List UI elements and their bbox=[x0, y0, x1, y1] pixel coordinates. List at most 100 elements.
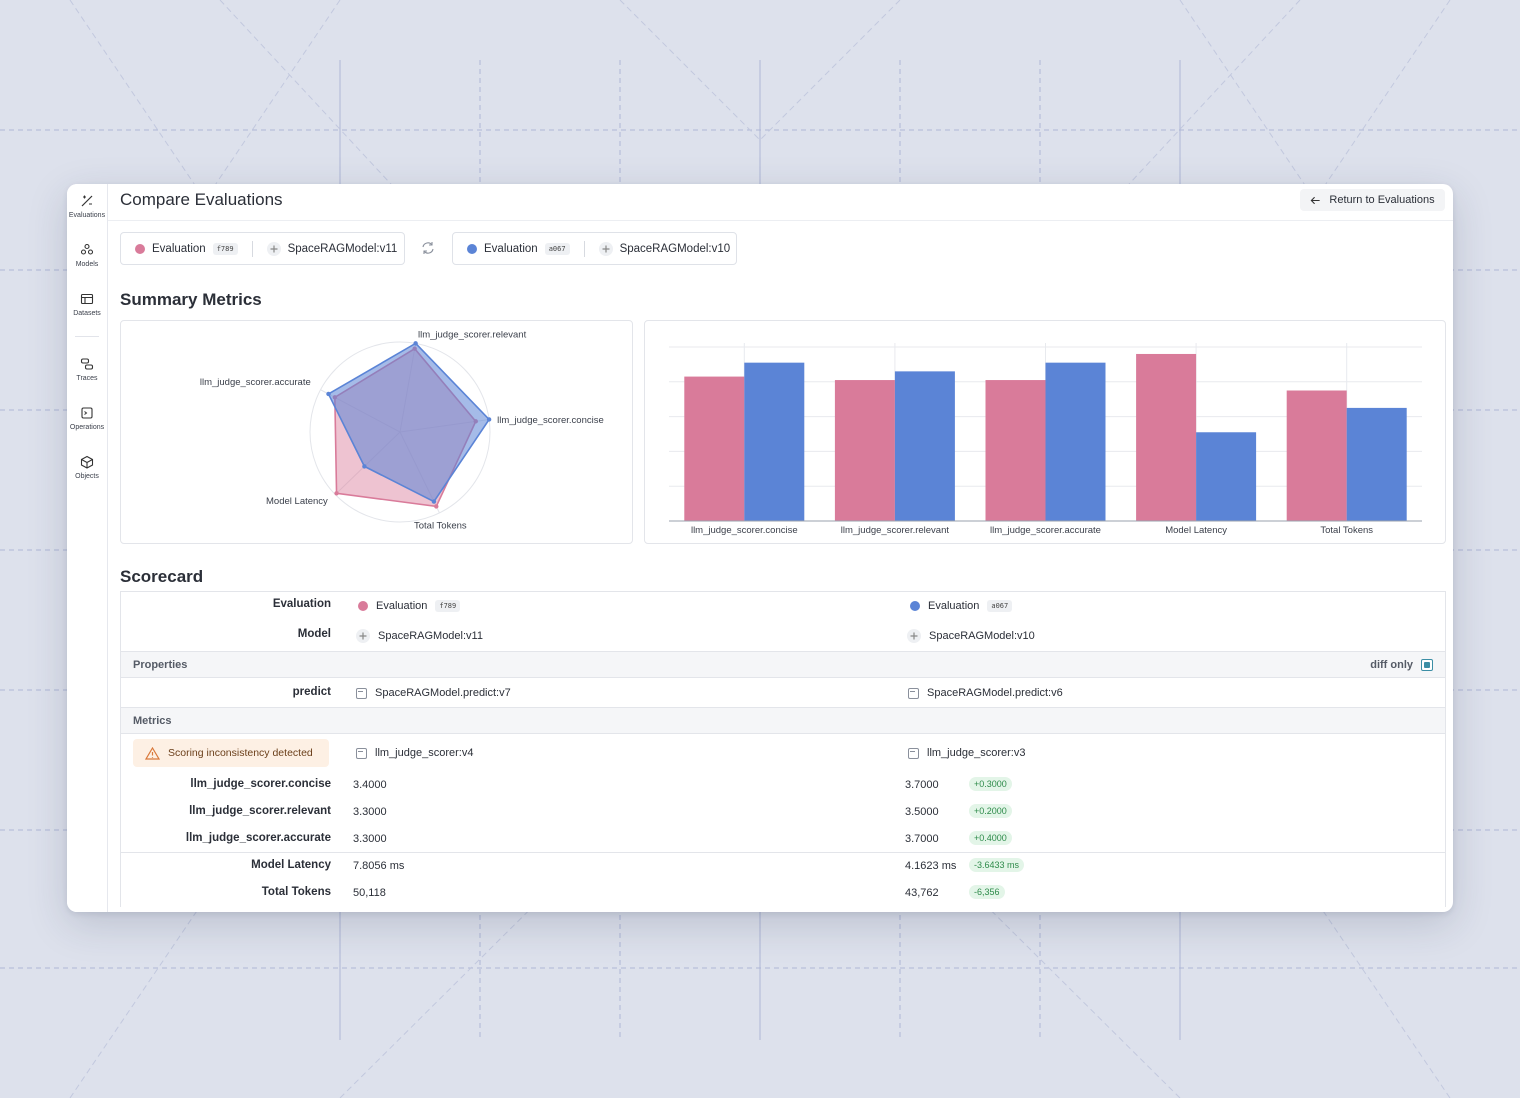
bar-category-label: llm_judge_scorer.concise bbox=[691, 525, 798, 536]
metric-value-b: 43,762 bbox=[905, 887, 939, 899]
scorecard-title: Scorecard bbox=[120, 567, 204, 586]
operations-icon bbox=[81, 407, 93, 419]
scoring-warning-badge[interactable]: Scoring inconsistency detected bbox=[133, 739, 329, 767]
bg-diagonal-line bbox=[219, 0, 481, 281]
eval-label: Evaluation bbox=[152, 242, 206, 255]
properties-label: Properties bbox=[133, 659, 188, 671]
bar bbox=[1346, 407, 1407, 521]
evaluation-row-label: Evaluation bbox=[272, 598, 331, 610]
evaluation-a-cell[interactable]: Evaluation f789 bbox=[358, 600, 461, 612]
model-row-label: Model bbox=[297, 628, 331, 640]
traces-icon bbox=[80, 358, 94, 370]
metrics-section-header: Metrics bbox=[121, 707, 1445, 734]
row-divider bbox=[121, 852, 1445, 853]
operation-icon bbox=[908, 687, 919, 699]
warning-text: Scoring inconsistency detected bbox=[168, 747, 313, 759]
radar-axis-label: Total Tokens bbox=[414, 521, 467, 532]
sidebar-item-traces[interactable]: Traces bbox=[67, 357, 107, 382]
diff-only-checkbox[interactable] bbox=[1421, 659, 1433, 671]
radar-axis-label: llm_judge_scorer.accurate bbox=[200, 377, 311, 388]
predict-a-cell[interactable]: SpaceRAGModel.predict:v7 bbox=[356, 687, 511, 699]
bar-chart: llm_judge_scorer.concise llm_judge_scorer… bbox=[669, 343, 1422, 536]
model-icon bbox=[266, 241, 281, 256]
metric-row-label: llm_judge_scorer.relevant bbox=[189, 805, 331, 817]
eval-label: Evaluation bbox=[484, 242, 538, 255]
metric-value-b: 3.7000 bbox=[905, 833, 939, 845]
metric-value-b: 3.7000 bbox=[905, 779, 939, 791]
radar-chart-panel: llm_judge_scorer.relevant llm_judge_score… bbox=[120, 320, 633, 544]
model-name: SpaceRAGModel:v11 bbox=[378, 630, 483, 642]
radar-point bbox=[326, 391, 331, 397]
bar bbox=[1196, 432, 1257, 521]
bar bbox=[985, 380, 1046, 521]
radar-point bbox=[362, 464, 367, 469]
scorer-a-cell[interactable]: llm_judge_scorer:v4 bbox=[356, 747, 473, 759]
page-title: Compare Evaluations bbox=[120, 190, 283, 209]
models-icon bbox=[80, 243, 94, 255]
sidebar-item-evaluations[interactable]: Evaluations bbox=[67, 194, 107, 219]
model-icon bbox=[356, 629, 370, 643]
operation-icon bbox=[356, 747, 367, 759]
sidebar-divider bbox=[75, 336, 99, 337]
eval-id-chip: f789 bbox=[435, 600, 461, 612]
predict-b-value: SpaceRAGModel.predict:v6 bbox=[927, 687, 1063, 699]
predict-a-value: SpaceRAGModel.predict:v7 bbox=[375, 687, 511, 699]
objects-icon bbox=[80, 455, 94, 469]
radar-axis-label: llm_judge_scorer.relevant bbox=[418, 329, 527, 340]
metric-value-a: 3.4000 bbox=[353, 779, 387, 791]
bar bbox=[684, 376, 745, 521]
evaluation-b-cell[interactable]: Evaluation a067 bbox=[910, 600, 1013, 612]
bar-category-label: Model Latency bbox=[1165, 525, 1227, 536]
eval-id-chip: f789 bbox=[212, 242, 238, 255]
scorecard-table: Evaluation Evaluation f789 Evaluation a0… bbox=[120, 591, 1446, 907]
sidebar-item-label: Datasets bbox=[73, 310, 101, 317]
metric-value-a: 3.3000 bbox=[353, 806, 387, 818]
radar-outer-ring bbox=[309, 341, 491, 523]
bar bbox=[1045, 362, 1106, 521]
metrics-label: Metrics bbox=[133, 715, 172, 727]
sidebar-item-objects[interactable]: Objects bbox=[67, 455, 107, 480]
return-to-evaluations-button[interactable]: Return to Evaluations bbox=[1300, 189, 1445, 211]
metric-value-a: 50,118 bbox=[353, 887, 386, 899]
model-b-cell[interactable]: SpaceRAGModel:v10 bbox=[907, 629, 1035, 643]
sidebar-item-label: Objects bbox=[75, 473, 99, 480]
bar bbox=[1136, 353, 1197, 521]
arrow-left-icon bbox=[1311, 196, 1321, 204]
bar-category-label: llm_judge_scorer.relevant bbox=[841, 525, 950, 536]
bg-diagonal-line bbox=[339, 819, 621, 1098]
sidebar-item-datasets[interactable]: Datasets bbox=[67, 292, 107, 317]
evaluation-picker-a[interactable]: Evaluation f789 SpaceRAGModel:v11 bbox=[120, 232, 405, 265]
sidebar: Evaluations Models Datasets Traces Opera… bbox=[67, 184, 108, 912]
metric-value-a: 7.8056 ms bbox=[353, 860, 405, 872]
model-name: SpaceRAGModel:v11 bbox=[287, 242, 398, 255]
eval-id-chip: a067 bbox=[544, 242, 570, 255]
delta-badge: +0.4000 bbox=[969, 831, 1012, 845]
bar-chart-panel: llm_judge_scorer.concise llm_judge_scorer… bbox=[644, 320, 1446, 544]
metric-value-a: 3.3000 bbox=[353, 833, 387, 845]
radar-point bbox=[486, 417, 492, 422]
evaluation-picker-b[interactable]: Evaluation a067 SpaceRAGModel:v10 bbox=[452, 232, 737, 265]
delta-badge: +0.2000 bbox=[969, 804, 1012, 818]
radar-point bbox=[434, 504, 439, 509]
datasets-icon bbox=[80, 293, 94, 305]
sidebar-item-operations[interactable]: Operations bbox=[67, 406, 107, 431]
delta-badge: +0.3000 bbox=[969, 777, 1012, 791]
bar bbox=[834, 380, 895, 521]
summary-metrics-title: Summary Metrics bbox=[120, 290, 262, 309]
predict-row-label: predict bbox=[292, 686, 331, 698]
sidebar-item-models[interactable]: Models bbox=[67, 243, 107, 268]
scorer-b-cell[interactable]: llm_judge_scorer:v3 bbox=[908, 747, 1025, 759]
bar bbox=[894, 371, 955, 521]
bg-diagonal-line bbox=[619, 0, 761, 141]
model-icon bbox=[907, 629, 921, 643]
eval-label: Evaluation bbox=[928, 600, 980, 612]
predict-b-cell[interactable]: SpaceRAGModel.predict:v6 bbox=[908, 687, 1063, 699]
operation-icon bbox=[356, 687, 367, 699]
diff-only-toggle[interactable]: diff only bbox=[1370, 659, 1433, 671]
metric-row-label: llm_judge_scorer.concise bbox=[190, 778, 331, 790]
swap-evaluations-button[interactable] bbox=[420, 240, 436, 261]
metric-row-label: llm_judge_scorer.accurate bbox=[185, 832, 331, 844]
bar bbox=[1286, 390, 1347, 521]
model-a-cell[interactable]: SpaceRAGModel:v11 bbox=[356, 629, 483, 643]
metric-row-label: Model Latency bbox=[251, 859, 331, 871]
